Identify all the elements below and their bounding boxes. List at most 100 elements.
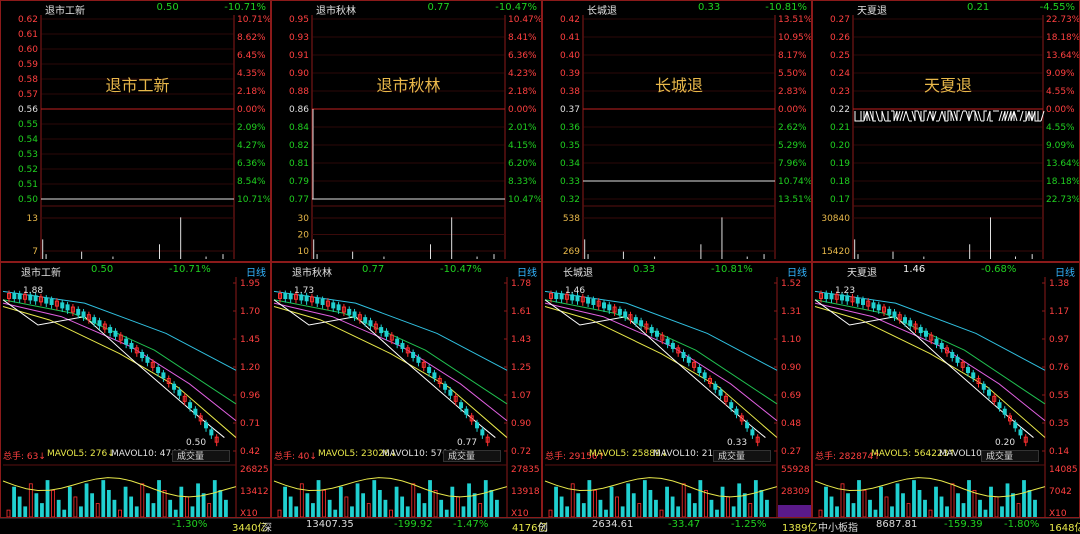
candle-body xyxy=(157,368,160,373)
volume-bar xyxy=(825,487,828,517)
percent-tick: 13.64% xyxy=(1046,159,1080,169)
indicator-select[interactable]: 成交量 xyxy=(443,450,501,462)
percent-tick: 10.71% xyxy=(237,15,271,25)
candle-body xyxy=(904,318,907,323)
price-tick: 1.52 xyxy=(781,279,801,289)
candle-body xyxy=(189,403,192,408)
price-tick: 0.95 xyxy=(289,15,309,25)
price-tick: 0.77 xyxy=(289,195,309,205)
volume-bar xyxy=(107,490,110,517)
volume-bar xyxy=(924,500,927,517)
kline-panel[interactable]: 退市工新 0.50 -10.71% 日线 1.95 1.70 1.45 1.20 0.96 0.7… xyxy=(0,262,271,518)
volume-bar xyxy=(468,484,471,517)
volume-tick: X10 xyxy=(511,509,529,518)
candle-body xyxy=(555,294,558,299)
candle-body xyxy=(481,430,484,435)
price-tick: 0.82 xyxy=(289,141,309,151)
price-tick: 0.34 xyxy=(560,159,580,169)
price-tick: 0.38 xyxy=(560,87,580,97)
candle-body xyxy=(592,299,595,304)
volume-bar xyxy=(317,481,320,517)
volume-bar xyxy=(13,487,16,517)
volume-bar xyxy=(638,504,641,517)
volume-tick: 7 xyxy=(32,247,38,257)
volume-bar xyxy=(185,497,188,517)
volume-bar xyxy=(1012,494,1015,517)
candle-body xyxy=(935,339,938,344)
percent-tick: 4.23% xyxy=(508,69,537,79)
price-tick: 0.22 xyxy=(830,105,850,115)
percent-tick: 2.62% xyxy=(778,123,807,133)
candle-body xyxy=(449,390,452,395)
volume-tick: 13918 xyxy=(511,487,540,497)
price-tick: 0.48 xyxy=(781,419,801,429)
volume-bar xyxy=(202,494,205,517)
intraday-panel[interactable]: 退市秋林 0.77 -10.47% 0.95 0.93 0.91 0.90 0.88 0.86 0… xyxy=(271,0,542,262)
volume-tick: X10 xyxy=(240,509,258,518)
moving-average-line xyxy=(815,303,1045,421)
status-value: -1.30% xyxy=(172,519,207,530)
candle-body xyxy=(608,305,611,310)
intraday-panel[interactable]: 长城退 0.33 -10.81% 0.42 0.41 0.40 0.39 0.38 0.37 0.… xyxy=(542,0,812,262)
volume-bar xyxy=(423,504,426,517)
candle-body xyxy=(576,296,579,301)
candle-body xyxy=(50,299,53,304)
price-tick: 0.62 xyxy=(18,15,38,25)
volume-bar xyxy=(852,504,855,517)
percent-tick: 4.55% xyxy=(1046,123,1075,133)
indicator-select[interactable]: 成交量 xyxy=(981,450,1039,462)
kline-chart: 1.381.170.970.760.550.350.141.230.201408… xyxy=(813,263,1080,518)
kline-panel[interactable]: 退市秋林 0.77 -10.47% 日线 1.78 1.61 1.43 1.25 1.07 0.9… xyxy=(271,262,542,518)
candle-body xyxy=(353,312,356,317)
volume-bar xyxy=(984,510,987,517)
intraday-panel[interactable]: 天夏退 0.21 -4.55% 0.27 0.26 0.25 0.24 0.23 0.22 0.2… xyxy=(812,0,1080,262)
volume-bar xyxy=(616,497,619,517)
candle-body xyxy=(846,296,849,301)
candle-body xyxy=(433,373,436,378)
volume-header: 总手: 40↓ MAVOL5: 23026↓ MAVOL10: 57099↓ 成交量 xyxy=(272,449,541,463)
volume-bar xyxy=(649,490,652,517)
percent-tick: 10.71% xyxy=(237,195,271,205)
candle-body xyxy=(444,384,447,389)
price-tick: 0.90 xyxy=(781,363,801,373)
volume-bar xyxy=(289,497,292,517)
volume-bar xyxy=(643,481,646,517)
candle-body xyxy=(141,353,144,358)
volume-bar xyxy=(1028,490,1031,517)
candle-body xyxy=(862,299,865,304)
volume-bar xyxy=(1034,500,1037,517)
candle-body xyxy=(972,373,975,378)
percent-tick: 22.73% xyxy=(1046,195,1080,205)
mavol10-value: MAVOL10: xyxy=(939,449,985,459)
intraday-panel[interactable]: 退市工新 0.50 -10.71% 0.62 0.61 0.60 0.59 0.58 0.57 0… xyxy=(0,0,271,262)
stock-watermark: 退市秋林 xyxy=(376,76,440,95)
price-tick: 0.36 xyxy=(560,123,580,133)
volume-bar xyxy=(390,510,393,517)
kline-chart: 1.95 1.70 1.45 1.20 0.96 0.71 0.42 1.88 0.50 2682… xyxy=(1,263,271,518)
volume-bar xyxy=(52,490,55,517)
price-tick: 0.90 xyxy=(289,69,309,79)
price-tick: 0.59 xyxy=(18,60,38,70)
kline-panel[interactable]: 天夏退 1.46 -0.68% 日线 1.38 1.17 0.97 0.76 0.55 0.35 0… xyxy=(812,262,1080,518)
candle-body xyxy=(687,357,690,362)
volume-bar xyxy=(278,510,281,517)
indicator-select[interactable]: 成交量 xyxy=(713,450,771,462)
volume-bar xyxy=(1001,507,1004,517)
candle-body xyxy=(719,390,722,395)
candle-body xyxy=(348,309,351,314)
candle-body xyxy=(146,357,149,362)
volume-bar xyxy=(473,494,476,517)
percent-tick: 2.18% xyxy=(508,87,537,97)
volume-bar xyxy=(350,507,353,517)
percent-tick: 6.36% xyxy=(237,159,266,169)
price-tick: 1.38 xyxy=(1049,279,1069,289)
mavol10-value: MAVOL10: 21 xyxy=(653,449,713,459)
candle-body xyxy=(877,305,880,310)
price-tick: 0.93 xyxy=(289,33,309,43)
indicator-select[interactable]: 成交量 xyxy=(172,450,230,462)
volume-bar xyxy=(710,500,713,517)
volume-bar xyxy=(18,497,21,517)
kline-panel[interactable]: 长城退 0.33 -10.81% 日线 1.52 1.31 1.10 0.90 0.69 0.48… xyxy=(542,262,812,518)
candle-body xyxy=(893,312,896,317)
volume-bar xyxy=(1017,504,1020,517)
